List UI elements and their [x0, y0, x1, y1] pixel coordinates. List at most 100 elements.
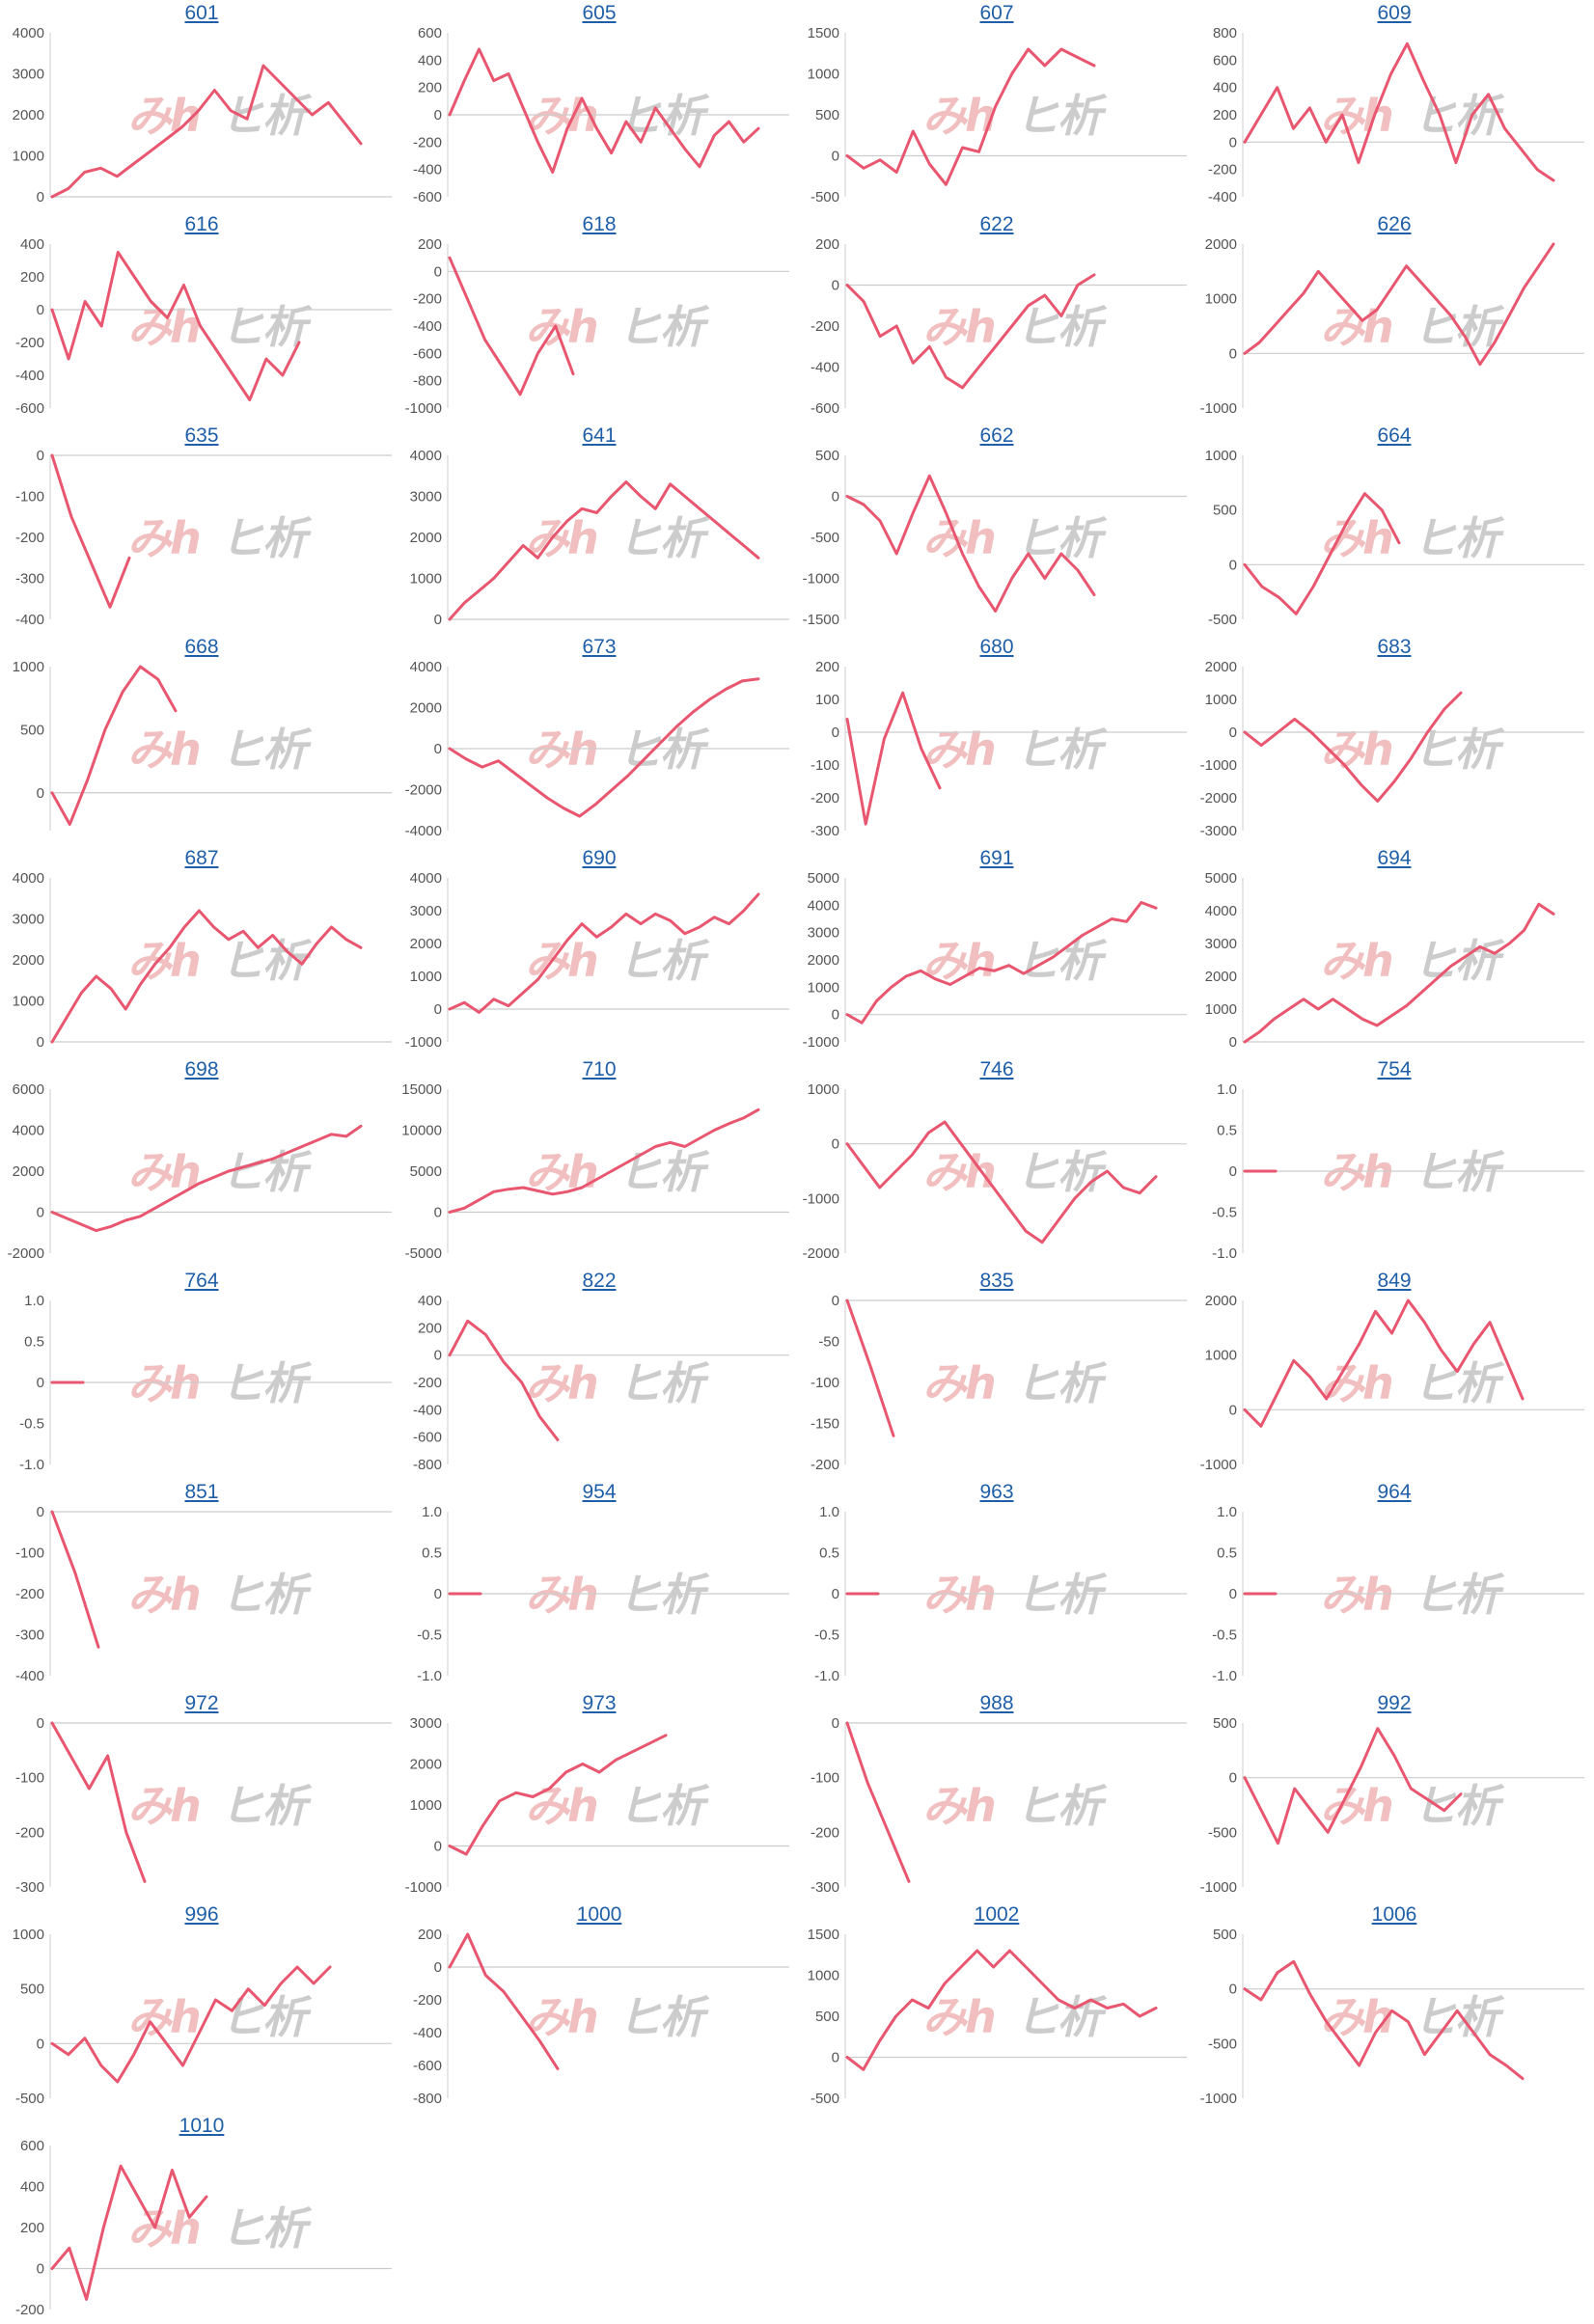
y-tick-label: -200	[811, 1457, 839, 1473]
watermark: みh ヒ析	[922, 1146, 1110, 1198]
y-tick-label: 400	[1213, 80, 1237, 96]
chart-title-link[interactable]: 972	[184, 1692, 219, 1714]
chart-title-link[interactable]: 835	[979, 1270, 1014, 1292]
chart-title-link[interactable]: 668	[184, 636, 219, 658]
chart-title-link[interactable]: 641	[582, 424, 617, 447]
y-tick-label: 1000	[1205, 1348, 1237, 1364]
chart-title-link[interactable]: 822	[582, 1270, 617, 1292]
chart-title-link[interactable]: 963	[979, 1481, 1014, 1503]
chart-title-link[interactable]: 1002	[974, 1903, 1020, 1926]
y-tick-label: 0	[1229, 557, 1237, 573]
chart-title-link[interactable]: 607	[979, 2, 1014, 24]
chart-title-link[interactable]: 690	[582, 847, 617, 869]
chart-title-link[interactable]: 1006	[1371, 1903, 1417, 1926]
chart-title-link[interactable]: 849	[1377, 1270, 1412, 1292]
chart-title-link[interactable]: 662	[979, 424, 1014, 447]
series-line	[1243, 1727, 1463, 1846]
chart-title-link[interactable]: 683	[1377, 636, 1412, 658]
chart-title-link[interactable]: 996	[184, 1903, 219, 1926]
y-tick-label: 4000	[13, 25, 44, 41]
y-tick-label: 2000	[808, 952, 839, 969]
chart-title-link[interactable]: 851	[184, 1481, 219, 1503]
watermark: みh ヒ析	[525, 935, 712, 987]
chart-title-link[interactable]: 694	[1377, 847, 1412, 869]
y-tick-label: 4000	[410, 870, 442, 887]
chart-title-link[interactable]: 609	[1377, 2, 1412, 24]
y-tick-label: 0	[1229, 1770, 1237, 1787]
chart-title-link[interactable]: 605	[582, 2, 617, 24]
watermark: みh ヒ析	[922, 301, 1110, 353]
chart-title-link[interactable]: 746	[979, 1058, 1014, 1080]
y-tick-label: -200	[413, 1375, 442, 1391]
y-tick-label: -600	[413, 2058, 442, 2074]
y-tick-label: 200	[418, 80, 442, 96]
chart-title-link[interactable]: 710	[582, 1058, 617, 1080]
y-tick-label: 2000	[1205, 236, 1237, 253]
series-line	[1243, 1299, 1525, 1428]
chart-title-link[interactable]: 754	[1377, 1058, 1412, 1080]
chart-title-link[interactable]: 664	[1377, 424, 1412, 447]
chart-panel-664: 664 みh ヒ析 1000 500 0 -500	[1196, 423, 1592, 633]
chart-title-link[interactable]: 964	[1377, 1481, 1412, 1503]
watermark-left: みh	[525, 1991, 597, 2043]
chart-title-link[interactable]: 673	[582, 636, 617, 658]
chart-title-link[interactable]: 1000	[576, 1903, 622, 1926]
chart-title-link[interactable]: 973	[582, 1692, 617, 1714]
watermark-left: みh	[922, 512, 995, 564]
chart-title-link[interactable]: 616	[184, 213, 219, 235]
chart-title-link[interactable]: 618	[582, 213, 617, 235]
line-chart: みh ヒ析 200 100 0 -100 -200 -300	[811, 659, 1187, 839]
watermark: みh ヒ析	[922, 1780, 1110, 1832]
chart-title-link[interactable]: 1010	[179, 2115, 225, 2137]
chart-panel-988: 988 みh ヒ析 0 -100 -200 -300	[799, 1690, 1195, 1900]
y-tick-label: 3000	[808, 925, 839, 942]
chart-title-link[interactable]: 992	[1377, 1692, 1412, 1714]
series-line	[50, 2164, 208, 2301]
chart-title-link[interactable]: 622	[979, 213, 1014, 235]
y-tick-label: 0	[37, 785, 44, 802]
line-chart: みh ヒ析 1000 500 0	[13, 659, 392, 831]
chart-title-link[interactable]: 988	[979, 1692, 1014, 1714]
y-tick-label: -0.5	[19, 1416, 44, 1433]
watermark-right: ヒ析	[220, 1569, 313, 1621]
chart-title-link[interactable]: 601	[184, 2, 219, 24]
y-tick-label: -200	[413, 134, 442, 150]
watermark-left: みh	[525, 724, 597, 776]
y-tick-label: 3000	[13, 67, 44, 83]
y-tick-label: 200	[1213, 107, 1237, 123]
watermark: みh ヒ析	[922, 1569, 1110, 1621]
y-tick-label: -600	[413, 345, 442, 362]
y-tick-label: -4000	[405, 823, 442, 839]
y-tick-label: 4000	[410, 448, 442, 464]
chart-title-link[interactable]: 635	[184, 424, 219, 447]
line-chart: みh ヒ析 0 -50 -100 -150 -200	[811, 1293, 1187, 1473]
series-line	[845, 47, 1096, 186]
y-tick-label: 0	[1229, 134, 1237, 150]
y-tick-label: 1.0	[1217, 1081, 1237, 1098]
chart-title-link[interactable]: 626	[1377, 213, 1412, 235]
y-tick-label: -200	[811, 790, 839, 807]
line-chart: みh ヒ析 600 400 200 0 -200	[15, 2138, 392, 2318]
chart-title-link[interactable]: 691	[979, 847, 1014, 869]
line-chart: みh ヒ析 1.0 0.5 0 -0.5 -1.0	[1212, 1081, 1584, 1262]
watermark-left: みh	[525, 935, 597, 987]
chart-title-link[interactable]: 954	[582, 1481, 617, 1503]
y-tick-label: 0	[37, 302, 44, 318]
chart-title-link[interactable]: 680	[979, 636, 1014, 658]
y-tick-label: 0	[434, 612, 442, 628]
chart-title-link[interactable]: 687	[184, 847, 219, 869]
y-tick-label: -1.0	[417, 1668, 442, 1684]
chart-title-link[interactable]: 764	[184, 1270, 219, 1292]
y-tick-label: 400	[418, 1293, 442, 1309]
line-chart: みh ヒ析 200 0 -200 -400 -600	[811, 236, 1187, 417]
chart-title-link[interactable]: 698	[184, 1058, 219, 1080]
watermark: みh ヒ析	[1320, 1991, 1507, 2043]
y-tick-label: 200	[20, 269, 44, 286]
y-tick-label: 100	[815, 692, 839, 708]
y-tick-label: -0.5	[1212, 1205, 1237, 1221]
y-tick-label: -400	[15, 612, 44, 628]
watermark-left: みh	[525, 1569, 597, 1621]
watermark-right: ヒ析	[220, 2202, 313, 2255]
y-tick-label: 1000	[410, 1797, 442, 1814]
y-tick-label: 500	[815, 448, 839, 464]
